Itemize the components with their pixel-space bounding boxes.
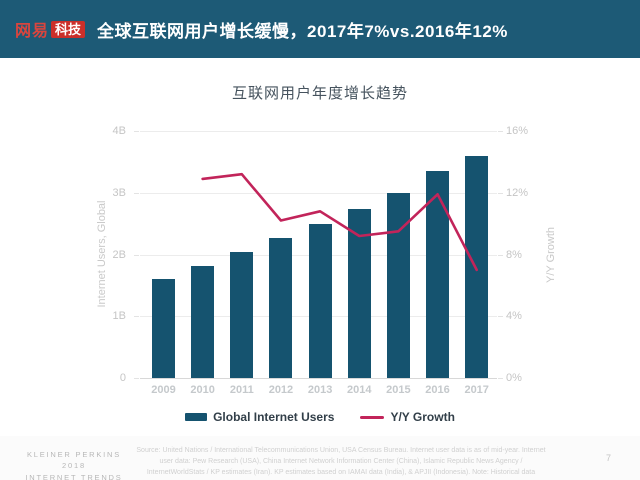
- y-axis-right-tick: 16%: [506, 125, 529, 137]
- x-axis-label: 2013: [307, 384, 333, 396]
- legend-item: Y/Y Growth: [360, 410, 455, 424]
- kp-brand-block: KLEINER PERKINS 2018 INTERNET TRENDS: [8, 449, 140, 480]
- header: 网易 科技 全球互联网用户增长缓慢，2017年7%vs.2016年12%: [0, 0, 640, 58]
- bar-2011: [230, 252, 254, 378]
- bar-2014: [347, 209, 371, 378]
- plot-area: [140, 131, 497, 379]
- right-tick-mark: [498, 192, 503, 194]
- y-axis-right-tick: 4%: [506, 310, 522, 323]
- legend-swatch-bar: [185, 413, 208, 421]
- bar-2010: [191, 265, 215, 378]
- netease-tech-logo: 网易 科技: [15, 17, 86, 41]
- left-tick-mark: [134, 316, 139, 318]
- legend-swatch-line: [360, 415, 385, 419]
- bar-2009: [152, 279, 175, 378]
- legend: Global Internet Users Y/Y Growth: [0, 410, 640, 424]
- legend-item: Global Internet Users: [185, 410, 334, 424]
- legend-label: Y/Y Growth: [390, 410, 455, 424]
- left-tick-mark: [134, 254, 139, 256]
- gridline: [140, 192, 497, 194]
- page-number: 7: [606, 453, 612, 463]
- bar-2013: [308, 223, 332, 378]
- right-tick-mark: [498, 254, 503, 256]
- x-axis-label: 2009: [151, 384, 176, 396]
- kp-brand-line: KLEINER PERKINS: [26, 450, 122, 459]
- x-axis-label: 2011: [229, 384, 254, 396]
- bar-2012: [269, 238, 293, 378]
- y-axis-right-tick: 8%: [506, 248, 522, 261]
- legend-label: Global Internet Users: [213, 410, 335, 424]
- y-axis-left-tick: 0: [119, 372, 126, 384]
- headline: 全球互联网用户增长缓慢，2017年7%vs.2016年12%: [97, 21, 508, 41]
- growth-line-chart: [201, 172, 479, 272]
- x-axis-label: 2012: [268, 384, 294, 396]
- source-note: Source: United Nations / International T…: [136, 447, 546, 480]
- right-tick-mark: [498, 131, 503, 132]
- bar-2015: [386, 192, 410, 378]
- chart-title: 互联网用户年度增长趋势: [231, 85, 408, 102]
- x-axis-label: 2015: [386, 384, 411, 396]
- logo-sub-badge: 科技: [51, 20, 86, 38]
- growth-line: [201, 172, 479, 272]
- y-axis-left-tick: 3B: [112, 186, 126, 199]
- footer: KLEINER PERKINS 2018 INTERNET TRENDS Sou…: [0, 436, 640, 480]
- logo-brand-text: 网易: [15, 23, 50, 40]
- gridline: [140, 131, 497, 132]
- y-axis-right-tick: 0%: [506, 372, 522, 384]
- y-axis-right-tick: 12%: [506, 186, 529, 199]
- kp-brand-line: INTERNET TRENDS: [25, 472, 123, 480]
- x-axis-label: 2016: [425, 384, 450, 396]
- left-tick-mark: [134, 378, 139, 379]
- y-axis-left-tick: 2B: [112, 248, 126, 261]
- kp-brand-line: 2018: [62, 461, 86, 471]
- bar-2017: [465, 155, 489, 378]
- y-axis-left-tick: 1B: [112, 310, 126, 323]
- left-tick-mark: [134, 131, 139, 132]
- x-axis-label: 2014: [347, 384, 372, 396]
- bar-2016: [426, 171, 450, 378]
- gridline: [140, 378, 497, 379]
- x-axis-label: 2010: [190, 384, 215, 396]
- right-tick-mark: [498, 316, 503, 318]
- right-tick-mark: [498, 378, 503, 379]
- x-axis-label: 2017: [464, 384, 489, 396]
- left-tick-mark: [134, 192, 139, 194]
- y-axis-left-tick: 4B: [112, 125, 126, 137]
